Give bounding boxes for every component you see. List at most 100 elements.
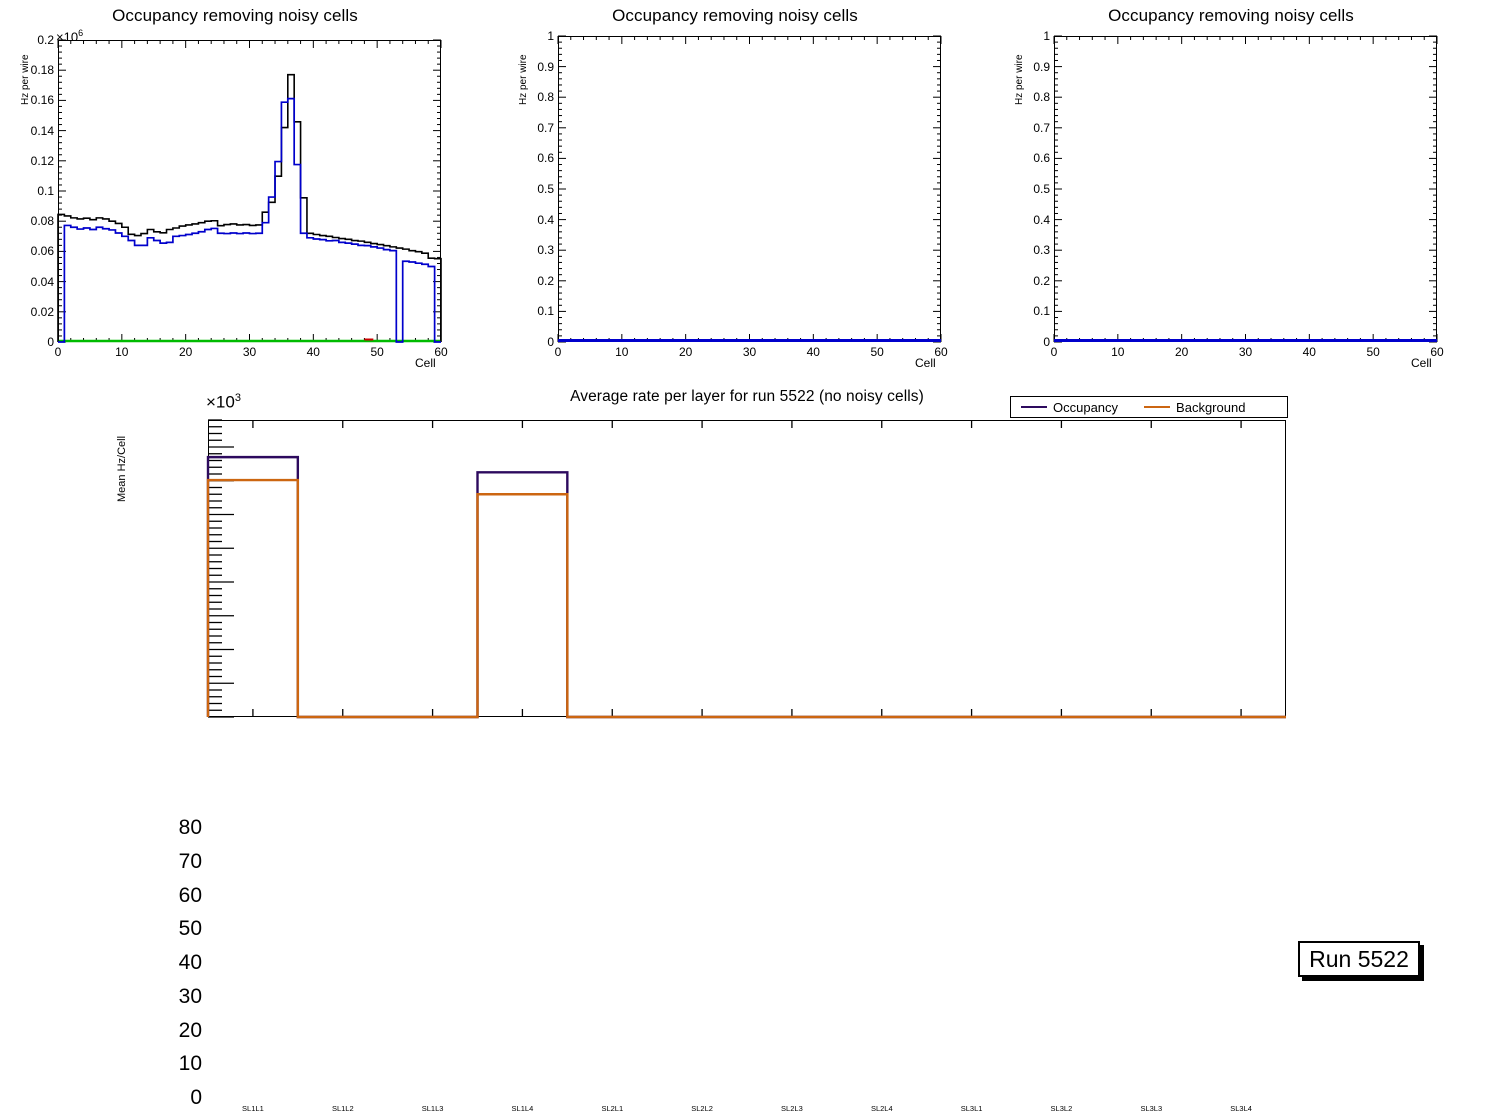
pad-2-ytick-6: 0.6 [537, 151, 554, 166]
pad-1-title: Occupancy removing noisy cells [112, 6, 358, 25]
pad-3-ytick-1: 0.1 [1033, 304, 1050, 319]
pad-2-title: Occupancy removing noisy cells [612, 6, 858, 25]
pad-4-category-sl1l4: SL1L4 [511, 1104, 534, 1113]
pad-1-ytick-9: 0.18 [30, 63, 54, 78]
pad-4-category-sl3l2: SL3L2 [1050, 1104, 1073, 1113]
pad-2-xtick-6: 60 [934, 345, 948, 359]
pad-1-xtick-3: 30 [242, 345, 257, 359]
pad-3-ytick-9: 0.9 [1033, 59, 1050, 74]
pad-1-ytick-8: 0.16 [30, 93, 54, 108]
legend-swatch-background [1144, 406, 1171, 408]
pad-3-xtick-3: 30 [1238, 345, 1253, 359]
pad-4-category-sl2l4: SL2L4 [870, 1104, 893, 1113]
pad-1-plot [57, 39, 442, 343]
pad-2-ytick-10: 1 [547, 29, 554, 43]
pad-2-xtick-5: 50 [870, 345, 884, 359]
pad-2-ytick-0: 0 [547, 335, 554, 349]
pad-2-xtick-1: 10 [615, 345, 629, 359]
pad-occupancy-3: Occupancy removing noisy cells Hz per wi… [996, 0, 1466, 382]
pad-3-xlabel: Cell [1411, 356, 1432, 370]
pad-1-ytick-10: 0.2 [37, 33, 54, 47]
pad-1-xtick-5: 50 [370, 345, 384, 359]
pad-4-category-sl1l1: SL1L1 [242, 1104, 264, 1113]
pad-4-ylabel: Mean Hz/Cell [116, 435, 128, 502]
pad-3-xtick-5: 50 [1366, 345, 1380, 359]
pad-3-ytick-7: 0.7 [1033, 120, 1050, 135]
pad-occupancy-1: Occupancy removing noisy cells Hz per wi… [0, 0, 470, 382]
pad-3-ytick-10: 1 [1043, 29, 1050, 43]
pad-2-plot [557, 35, 942, 343]
pad-4-frame [208, 420, 1286, 717]
pad-2-xtick-0: 0 [554, 345, 562, 359]
pad-1-xtick-6: 60 [434, 345, 448, 359]
run-number-label: Run 5522 [1309, 945, 1409, 972]
pad-3-plot [1053, 35, 1438, 343]
pad-2-ytick-7: 0.7 [537, 120, 554, 135]
pad-4-ytick-2: 20 [178, 1018, 202, 1042]
pad-4-ytick-0: 0 [190, 1086, 202, 1109]
pad-4-ytick-6: 60 [178, 883, 202, 907]
pad-4-exponent: ×103 [206, 392, 241, 412]
pad-4-category-sl2l1: SL2L1 [601, 1104, 624, 1113]
pad-1-ytick-1: 0.02 [30, 304, 54, 319]
pad-2-ytick-2: 0.2 [537, 273, 554, 288]
pad-2-ytick-5: 0.5 [537, 182, 554, 196]
pad-4-category-sl3l4: SL3L4 [1230, 1104, 1252, 1113]
pad-4-title: Average rate per layer for run 5522 (no … [570, 388, 924, 405]
pad-4-category-sl3l1: SL3L1 [960, 1104, 983, 1113]
pad-3-ytick-8: 0.8 [1033, 90, 1050, 105]
legend-entry-occupancy[interactable]: Occupancy [1021, 400, 1118, 415]
pad-3-xtick-6: 60 [1430, 345, 1444, 359]
pad-4-category-sl1l3: SL1L3 [421, 1104, 444, 1113]
pad-4-plot [206, 419, 1286, 719]
pad-1-xtick-2: 20 [179, 345, 193, 359]
pad-4-category-sl2l2: SL2L2 [691, 1104, 713, 1113]
pad-2-frame [558, 36, 941, 342]
pad-4-ytick-3: 30 [178, 984, 202, 1008]
pad-1-ytick-3: 0.06 [30, 244, 54, 259]
pad-1-xtick-0: 0 [54, 345, 62, 359]
legend-entry-background[interactable]: Background [1144, 400, 1245, 415]
pad-2-xtick-3: 30 [742, 345, 757, 359]
legend: Occupancy Background [1010, 396, 1288, 418]
pad-4-ytick-1: 10 [178, 1052, 202, 1076]
pad-1-ytick-7: 0.14 [30, 123, 54, 138]
pad-3-title: Occupancy removing noisy cells [1108, 6, 1354, 25]
pad-2-ytick-9: 0.9 [537, 59, 554, 74]
pad-3-ytick-2: 0.2 [1033, 273, 1050, 288]
pad-2-xtick-4: 40 [806, 345, 820, 359]
pad-3-ytick-0: 0 [1043, 335, 1050, 349]
pad-1-ytick-0: 0 [47, 335, 54, 349]
legend-label-occupancy: Occupancy [1053, 399, 1119, 415]
pad-3-ytick-5: 0.5 [1033, 182, 1050, 196]
pad-4-ytick-7: 70 [178, 849, 202, 873]
pad-average-rate: Average rate per layer for run 5522 (no … [0, 382, 1496, 1113]
pad-1-ytick-5: 0.1 [37, 184, 54, 198]
pad-1-ytick-2: 0.04 [30, 274, 54, 289]
pad-3-xtick-4: 40 [1302, 345, 1316, 359]
pad-4-ytick-4: 40 [178, 951, 202, 974]
pad-3-xtick-0: 0 [1050, 345, 1058, 359]
pad-2-xlabel: Cell [915, 356, 936, 370]
pad-occupancy-2: Occupancy removing noisy cells Hz per wi… [500, 0, 970, 382]
pad-4-ytick-8: 80 [178, 816, 202, 839]
pad-2-ytick-1: 0.1 [537, 304, 554, 319]
pad-4-category-sl2l3: SL2L3 [781, 1104, 803, 1113]
pad-4-category-sl3l3: SL3L3 [1140, 1104, 1163, 1113]
pad-2-xtick-2: 20 [679, 345, 693, 359]
pad-3-xtick-1: 10 [1111, 345, 1125, 359]
pad-2-ytick-3: 0.3 [537, 243, 554, 258]
pad-3-ytick-3: 0.3 [1033, 243, 1050, 258]
pad-2-ytick-4: 0.4 [537, 212, 554, 227]
pad-1-xtick-1: 10 [115, 345, 129, 359]
pad-1-ytick-4: 0.08 [30, 214, 54, 229]
pad-3-xtick-2: 20 [1175, 345, 1189, 359]
legend-swatch-occupancy [1021, 406, 1047, 408]
pad-2-ytick-8: 0.8 [537, 90, 554, 105]
pad-4-category-sl1l2: SL1L2 [331, 1104, 354, 1113]
pad-3-ytick-4: 0.4 [1033, 212, 1050, 227]
pad-1-ytick-6: 0.12 [30, 153, 54, 168]
pad-4-ytick-5: 50 [178, 917, 202, 941]
pad-3-ytick-6: 0.6 [1033, 151, 1050, 166]
